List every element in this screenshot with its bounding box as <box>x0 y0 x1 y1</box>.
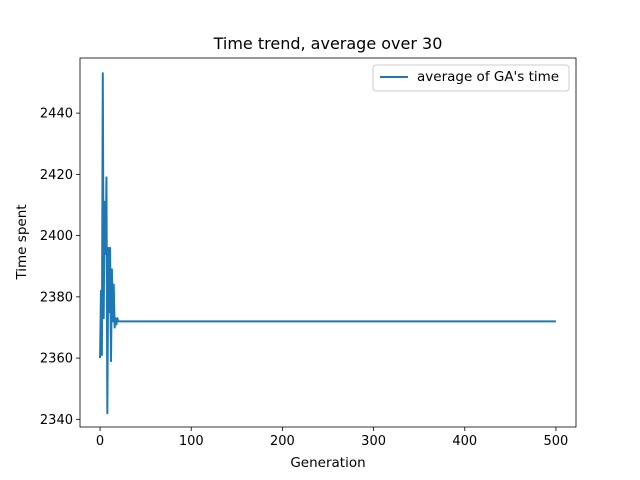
y-axis-label: Time spent <box>14 204 30 280</box>
legend: average of GA's time <box>372 64 570 92</box>
plot-frame <box>79 57 577 428</box>
y-tick-label: 2420 <box>40 168 73 183</box>
x-tick-label: 300 <box>361 434 386 449</box>
y-tick-label: 2360 <box>40 352 73 367</box>
y-tick-label: 2440 <box>40 107 73 122</box>
x-tick-label: 100 <box>179 434 204 449</box>
plot-area <box>80 58 576 427</box>
x-tick-label: 0 <box>96 434 104 449</box>
legend-label: average of GA's time <box>417 69 559 85</box>
x-tick-label: 400 <box>452 434 477 449</box>
chart-title: Time trend, average over 30 <box>213 34 443 53</box>
x-axis-label: Generation <box>290 455 365 471</box>
y-tick-label: 2340 <box>40 413 73 428</box>
x-tick-label: 200 <box>270 434 295 449</box>
x-tick-label: 500 <box>544 434 569 449</box>
x-axis: 0 100 200 300 400 500 <box>96 427 568 449</box>
y-tick-label: 2400 <box>40 229 73 244</box>
series-line-0 <box>99 72 556 415</box>
y-tick-label: 2380 <box>40 290 73 305</box>
legend-box <box>372 64 570 92</box>
y-axis: 2340 2360 2380 2400 2420 2440 <box>40 107 80 428</box>
series-layer <box>99 72 556 415</box>
